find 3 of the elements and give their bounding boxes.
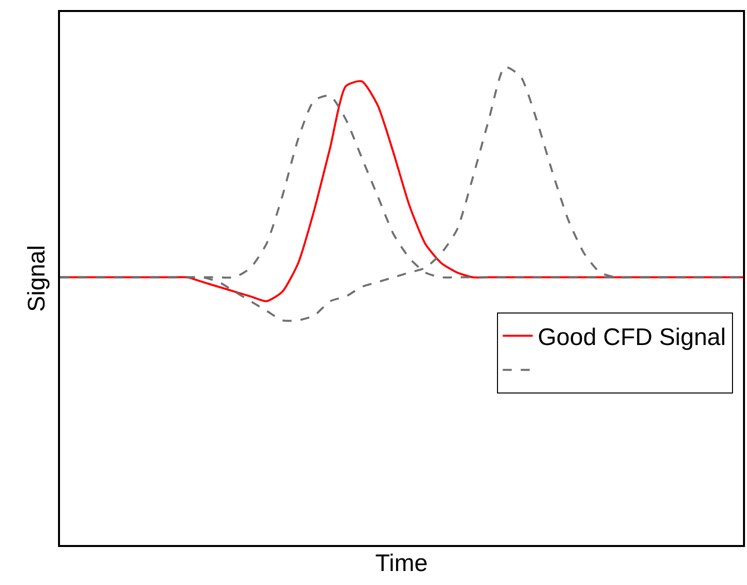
legend-label: Good CFD Signal: [538, 324, 726, 352]
y-axis-title: Signal: [24, 245, 51, 312]
x-axis-title: Time: [375, 550, 428, 577]
